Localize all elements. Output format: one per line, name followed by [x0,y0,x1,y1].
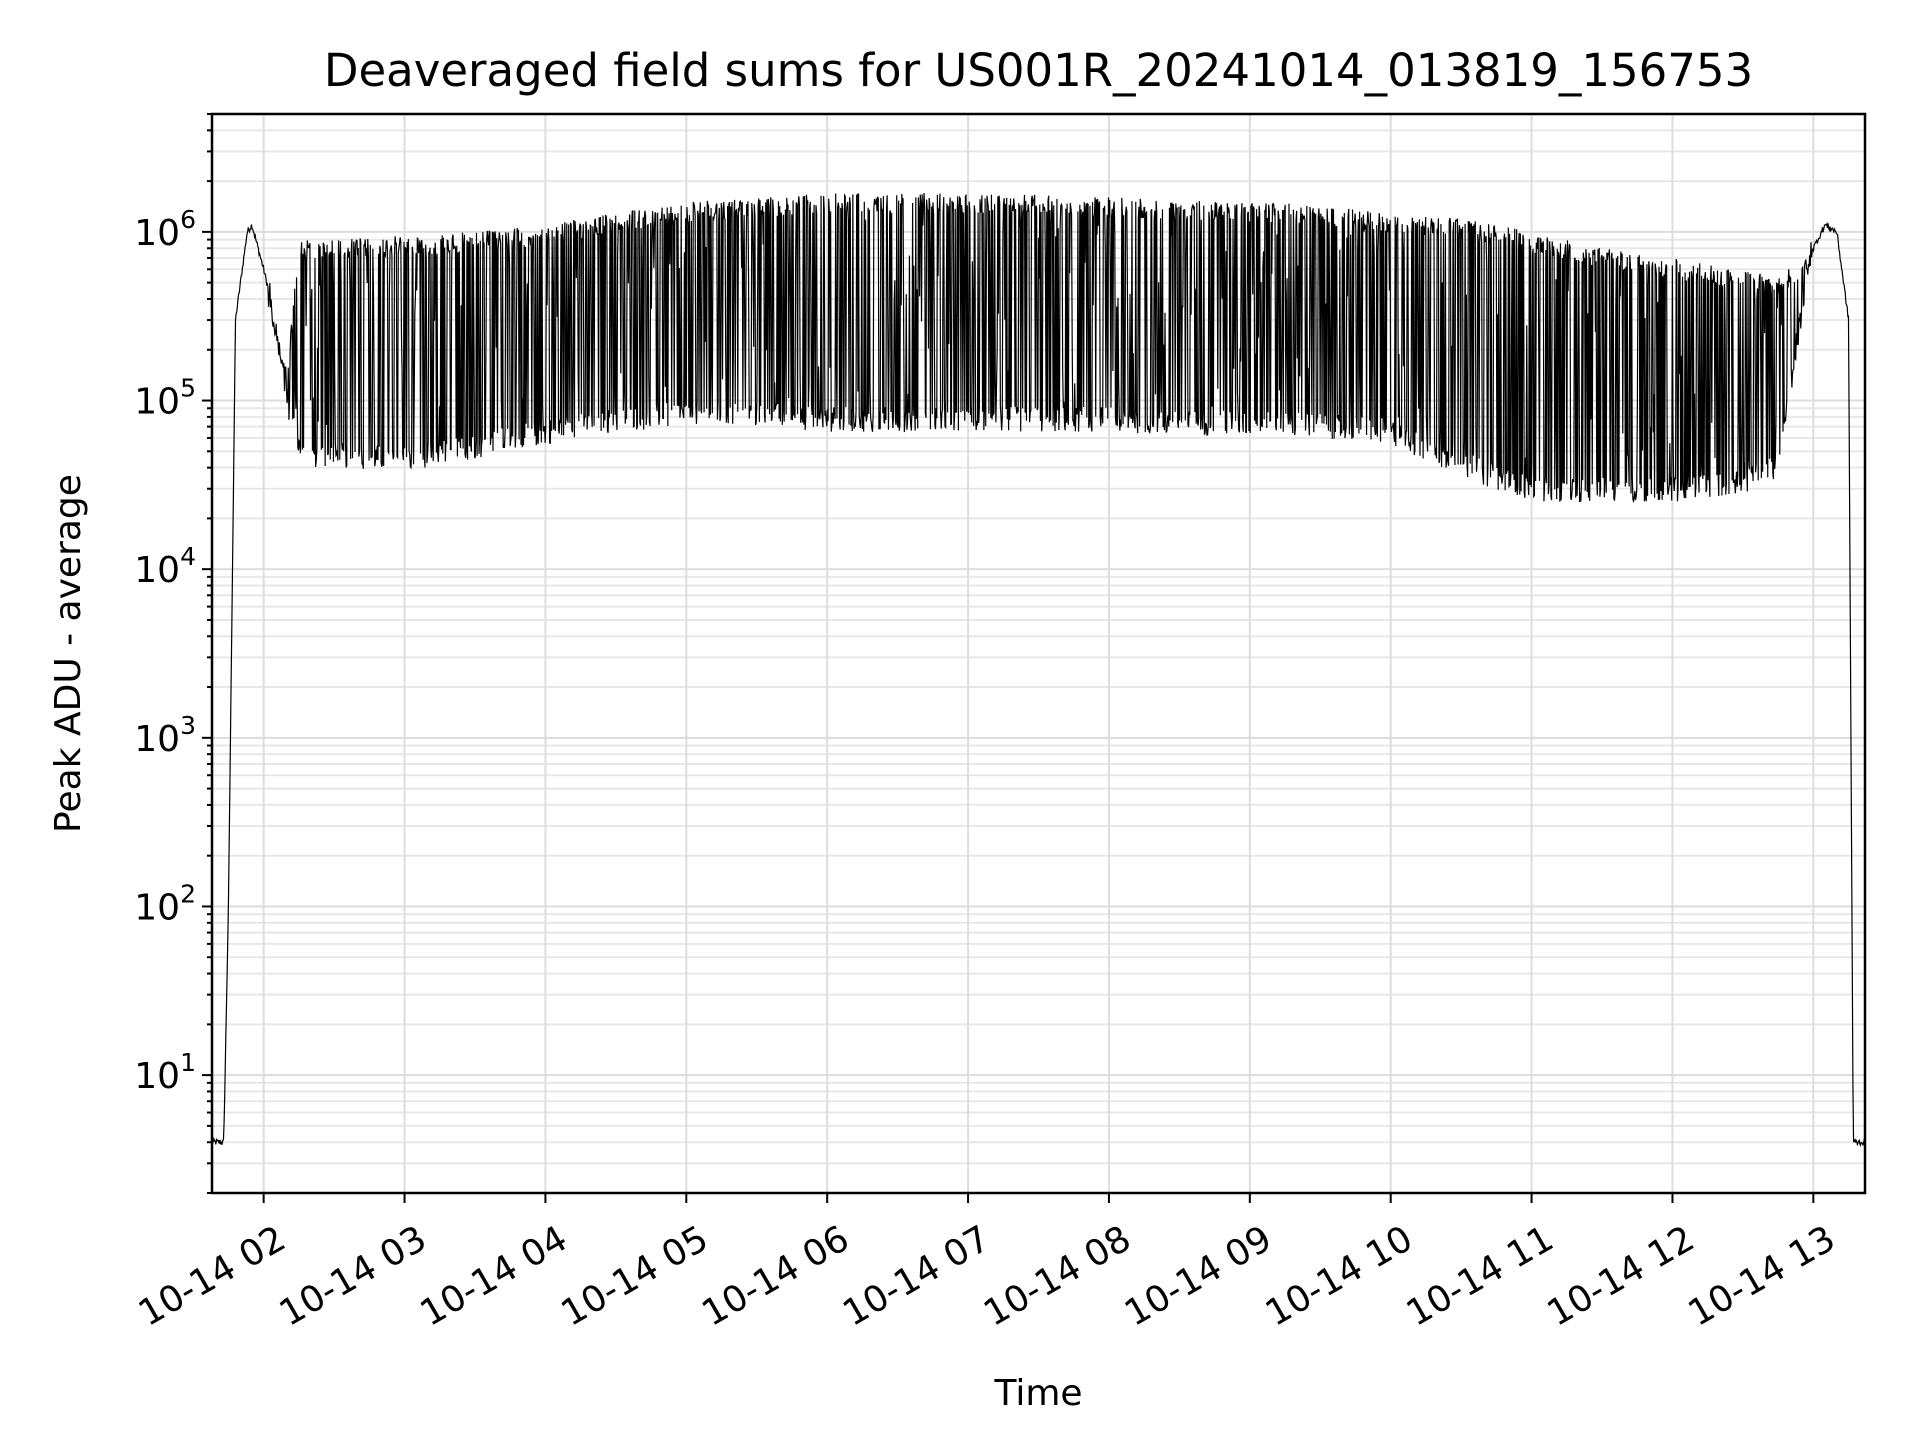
series-line-0 [211,192,1866,1147]
x-tick-label: 10-14 03 [273,1218,434,1334]
y-tick-exponent: 1 [180,1048,196,1077]
y-tick-base: 10 [134,887,180,928]
y-tick-label: 101 [134,1048,196,1097]
data-series [211,192,1866,1147]
x-tick-label: 10-14 08 [977,1218,1138,1334]
chart-title: Deaveraged field sums for US001R_2024101… [324,44,1753,97]
y-tick-base: 10 [134,719,180,760]
y-tick-exponent: 4 [180,542,196,571]
x-tick-label: 10-14 13 [1682,1218,1843,1334]
y-axis-label: Peak ADU - average [48,474,89,833]
x-tick-label: 10-14 06 [695,1218,856,1334]
x-tick-label: 10-14 11 [1400,1218,1561,1334]
y-tick-label: 104 [134,542,196,591]
y-tick-label: 105 [134,374,196,423]
y-tick-exponent: 5 [180,374,196,403]
y-tick-base: 10 [134,550,180,591]
y-tick-label: 103 [134,711,196,760]
y-tick-label: 102 [134,879,196,928]
x-tick-label: 10-14 10 [1259,1218,1420,1334]
plot-frame [210,112,1867,1195]
y-tick-exponent: 3 [180,711,196,740]
x-tick-label: 10-14 09 [1118,1218,1279,1334]
x-tick-label: 10-14 07 [836,1218,997,1334]
x-tick-label: 10-14 05 [555,1218,716,1334]
y-tick-label: 106 [134,205,196,254]
x-tick-label: 10-14 04 [414,1218,575,1334]
y-tick-exponent: 2 [180,879,196,908]
y-tick-base: 10 [134,382,180,423]
x-tick-label: 10-14 12 [1541,1218,1702,1334]
y-tick-base: 10 [134,1056,180,1097]
y-tick-base: 10 [134,213,180,254]
y-tick-exponent: 6 [180,205,196,234]
x-axis-label: Time [993,1373,1082,1414]
x-tick-label: 10-14 02 [132,1218,293,1334]
